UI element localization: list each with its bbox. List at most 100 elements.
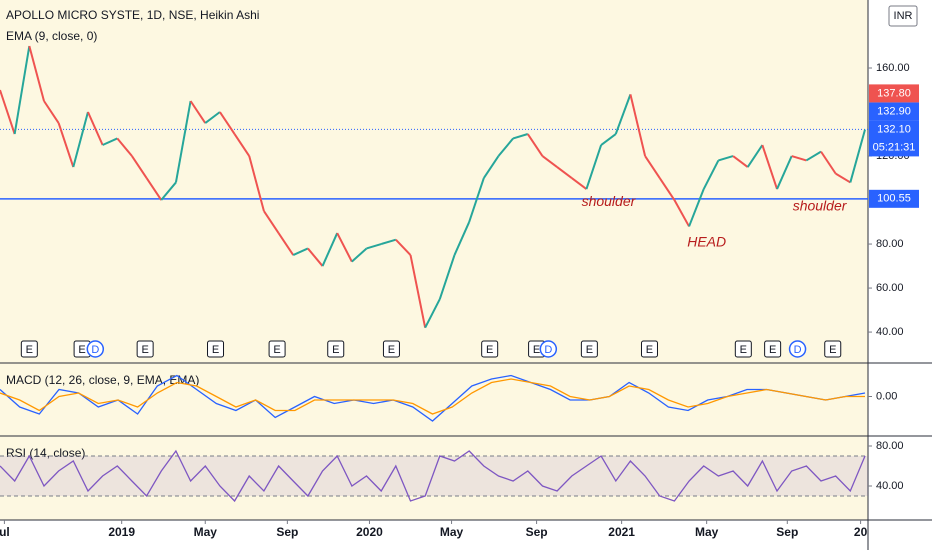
x-tick-label: Sep — [276, 525, 298, 539]
price-segment — [336, 232, 353, 263]
price-segment — [131, 155, 148, 179]
price-segment — [409, 254, 427, 328]
price-segment — [849, 129, 866, 183]
price-segment — [380, 238, 397, 246]
price-segment — [541, 155, 558, 168]
annotation: shoulder — [793, 197, 848, 213]
price-segment — [805, 150, 822, 162]
x-tick-label: May — [695, 525, 719, 539]
price-segment — [102, 137, 118, 146]
earnings-marker — [20, 340, 38, 358]
earnings-marker — [327, 340, 345, 358]
price-segment — [277, 232, 295, 256]
price-axis-bg — [868, 0, 932, 550]
price-segment — [145, 177, 163, 201]
x-tick-label: 2021 — [608, 525, 635, 539]
price-segment — [233, 133, 251, 157]
dividend-marker — [86, 340, 105, 358]
price-label: 132.90 — [877, 105, 911, 117]
price-segment — [189, 100, 207, 124]
symbol-title: APOLLO MICRO SYSTE, 1D, NSE, Heikin Ashi — [6, 8, 259, 22]
price-segment — [835, 172, 851, 184]
earnings-marker — [734, 340, 752, 358]
event-label: E — [586, 344, 593, 356]
price-segment — [776, 155, 793, 190]
price-segment — [43, 100, 60, 124]
event-label: E — [769, 344, 776, 356]
x-tick-label: 2020 — [356, 525, 383, 539]
event-label: E — [273, 344, 280, 356]
event-label: E — [332, 344, 339, 356]
x-tick-label: 20 — [854, 525, 868, 539]
x-tick-label: 2019 — [108, 525, 135, 539]
price-segment — [482, 155, 500, 179]
earnings-marker — [580, 340, 598, 358]
y-tick-label: 60.00 — [876, 282, 904, 294]
x-tick-label: Sep — [776, 525, 798, 539]
x-tick-label: Sep — [526, 525, 548, 539]
price-segment — [174, 100, 192, 183]
price-segment — [702, 159, 720, 190]
price-label: 100.55 — [877, 193, 911, 205]
price-segment — [556, 166, 573, 179]
indicator-line — [0, 374, 866, 422]
currency-box[interactable] — [888, 5, 918, 27]
price-segment — [395, 238, 412, 256]
earnings-marker — [640, 340, 658, 358]
price-segment — [718, 155, 734, 162]
price-label-box — [869, 120, 919, 157]
annotation: shoulder — [582, 193, 637, 209]
price-segment — [292, 247, 309, 256]
price-segment — [614, 94, 632, 135]
event-label: E — [486, 344, 493, 356]
price-segment — [791, 155, 807, 162]
price-segment — [761, 144, 778, 190]
earnings-marker — [136, 340, 154, 358]
price-label-box — [869, 84, 919, 103]
annotation: HEAD — [687, 234, 726, 250]
price-segment — [497, 137, 514, 157]
price-segment — [116, 137, 133, 157]
price-segment — [820, 151, 837, 175]
price-segment — [629, 94, 647, 157]
price-segment — [526, 133, 544, 157]
price-label-box — [869, 102, 919, 121]
dividend-marker — [788, 340, 807, 358]
event-label: E — [533, 344, 540, 356]
price-segment — [263, 210, 280, 234]
indicator-line — [0, 449, 866, 503]
earnings-marker — [764, 340, 782, 358]
event-label: E — [388, 344, 395, 356]
event-label: D — [794, 344, 802, 356]
x-tick-label: ul — [0, 525, 10, 539]
y-tick-label: 40.00 — [876, 480, 904, 492]
price-segment — [673, 199, 690, 227]
y-tick-label: 0.00 — [876, 390, 897, 402]
event-label: E — [212, 344, 219, 356]
price-segment — [600, 133, 617, 146]
price-segment — [571, 177, 588, 190]
x-tick-label: May — [440, 525, 464, 539]
price-segment — [644, 155, 661, 179]
price-segment — [438, 254, 456, 300]
y-tick-label: 40.00 — [876, 326, 904, 338]
price-segment — [204, 111, 221, 124]
event-label: E — [78, 344, 85, 356]
price-segment — [688, 188, 705, 227]
price-segment — [28, 45, 45, 102]
earnings-marker — [481, 340, 499, 358]
indicator-line — [0, 378, 865, 415]
price-segment — [453, 221, 471, 256]
event-label: D — [544, 344, 552, 356]
y-tick-label: 80.00 — [876, 440, 904, 452]
price-segment — [307, 247, 324, 267]
event-label: E — [141, 344, 148, 356]
price-label-box — [869, 189, 919, 208]
earnings-marker — [382, 340, 400, 358]
plot-bg — [0, 0, 868, 520]
event-label: E — [26, 344, 33, 356]
event-label: E — [646, 344, 653, 356]
indicator-label: EMA (9, close, 0) — [6, 29, 97, 43]
earnings-marker — [207, 340, 225, 358]
